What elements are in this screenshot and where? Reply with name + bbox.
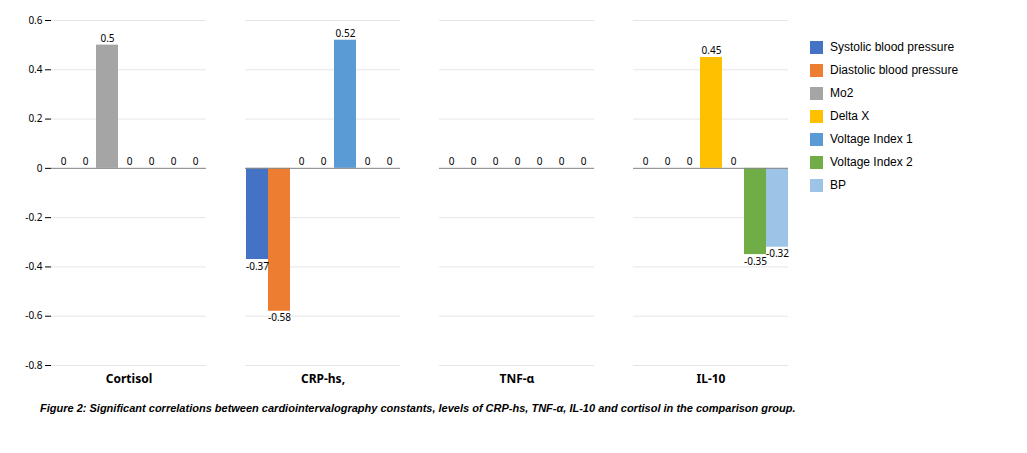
svg-text:0: 0 [515,154,521,168]
svg-text:IL-10: IL-10 [697,370,726,387]
svg-text:0: 0 [149,154,155,168]
svg-text:-0.35: -0.35 [744,254,767,268]
svg-text:0: 0 [581,154,587,168]
html-text:Mo2: Mo2 [830,86,854,100]
svg-text:0: 0 [387,154,393,168]
html-text:Figure 2: Significant correlat: Figure 2: Significant correlations betwe… [40,402,796,414]
svg-text:Cortisol: Cortisol [106,370,152,387]
svg-text:-0.8: -0.8 [25,358,43,372]
html-text:Voltage Index 2: Voltage Index 2 [830,155,913,169]
svg-text:0: 0 [365,154,371,168]
svg-text:0: 0 [643,154,649,168]
svg-text:0: 0 [537,154,543,168]
svg-text:-0.2: -0.2 [25,210,43,224]
svg-text:0: 0 [37,161,43,175]
svg-text:0: 0 [193,154,199,168]
svg-text:0: 0 [471,154,477,168]
svg-text:-0.4: -0.4 [25,259,43,273]
html-text:Diastolic blood pressure: Diastolic blood pressure [830,63,959,77]
svg-text:0.4: 0.4 [28,62,42,76]
svg-text:0: 0 [665,154,671,168]
svg-text:0.52: 0.52 [336,26,356,40]
svg-text:0: 0 [449,154,455,168]
svg-text:0.6: 0.6 [28,13,42,27]
svg-text:0.5: 0.5 [100,31,114,45]
svg-text:0: 0 [127,154,133,168]
svg-text:0.2: 0.2 [28,111,42,125]
svg-text:CRP-hs,: CRP-hs, [301,370,345,387]
svg-text:0: 0 [61,154,67,168]
svg-text:TNF-α: TNF-α [500,370,535,387]
svg-text:-0.37: -0.37 [246,259,269,273]
html-text:Delta X: Delta X [830,109,870,123]
svg-text:-0.32: -0.32 [766,246,789,260]
html-text:Systolic blood pressure: Systolic blood pressure [830,40,955,54]
svg-text:0: 0 [687,154,693,168]
svg-text:0: 0 [321,154,327,168]
svg-text:0: 0 [83,154,89,168]
svg-text:0: 0 [731,154,737,168]
svg-text:0: 0 [493,154,499,168]
svg-text:-0.58: -0.58 [268,310,291,324]
html-text:Voltage Index 1: Voltage Index 1 [830,132,913,146]
html-text:BP: BP [830,178,846,192]
svg-text:0: 0 [171,154,177,168]
svg-text:0: 0 [299,154,305,168]
svg-text:-0.6: -0.6 [25,308,43,322]
svg-text:0.45: 0.45 [702,43,722,57]
svg-text:0: 0 [559,154,565,168]
